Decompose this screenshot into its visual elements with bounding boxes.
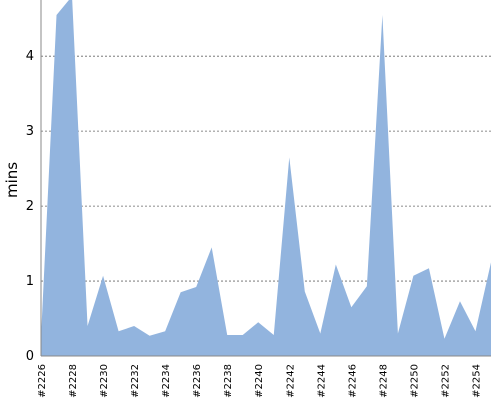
y-tick-labels: 0 1 2 3 4 bbox=[26, 49, 34, 364]
area-series bbox=[41, 0, 491, 356]
area-layer bbox=[41, 0, 491, 356]
x-tick-label: #2232 bbox=[130, 364, 141, 398]
x-tick-label: #2240 bbox=[254, 364, 265, 398]
x-tick-label: #2228 bbox=[68, 364, 79, 398]
x-tick-label: #2252 bbox=[440, 364, 451, 398]
y-axis-title: mins bbox=[3, 162, 21, 198]
x-tick-label: #2250 bbox=[409, 364, 420, 398]
x-tick-label: #2248 bbox=[378, 364, 389, 398]
y-tick-label: 3 bbox=[26, 124, 34, 139]
x-tick-label: #2238 bbox=[223, 364, 234, 398]
x-tick-label: #2254 bbox=[471, 364, 482, 398]
x-tick-label: #2244 bbox=[316, 364, 327, 398]
x-tick-label: #2234 bbox=[161, 364, 172, 398]
x-tick-label: #2226 bbox=[37, 364, 48, 398]
x-tick-label: #2242 bbox=[285, 364, 296, 398]
y-tick-label: 4 bbox=[26, 49, 34, 64]
y-tick-label: 1 bbox=[26, 274, 34, 289]
x-tick-label: #2246 bbox=[347, 364, 358, 398]
axis-layer bbox=[40, 0, 491, 357]
x-tick-labels: #2226 #2228 #2230 #2232 #2234 #2236 #2238 #2240… bbox=[37, 364, 482, 398]
x-tick-label: #2230 bbox=[99, 364, 110, 398]
y-tick-label: 2 bbox=[26, 199, 34, 214]
x-tick-label: #2236 bbox=[192, 364, 203, 398]
y-tick-label: 0 bbox=[26, 349, 34, 364]
grid-layer bbox=[41, 55, 491, 282]
